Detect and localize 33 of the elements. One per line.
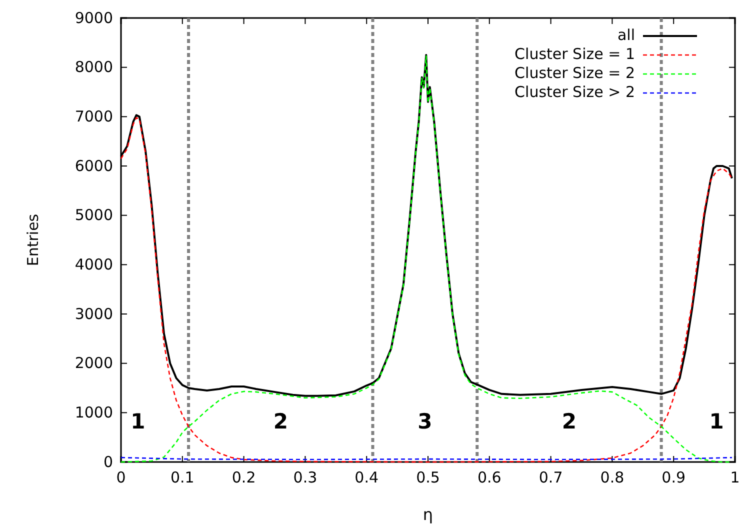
x-axis-title: η bbox=[422, 505, 434, 524]
line-series bbox=[120, 117, 733, 463]
y-tick-label: 8000 bbox=[74, 58, 113, 76]
y-tick-label: 3000 bbox=[74, 304, 113, 323]
annotation: 2 bbox=[562, 410, 577, 434]
legend-label: Cluster Size = 2 bbox=[514, 64, 635, 82]
y-tick-label: 9000 bbox=[74, 8, 113, 27]
x-tick-label: 0.2 bbox=[232, 468, 256, 487]
y-tick-label: 0 bbox=[103, 452, 113, 471]
x-tick-label: 0.1 bbox=[170, 468, 194, 487]
y-tick-label: 4000 bbox=[74, 255, 113, 274]
x-tick-label: 0.6 bbox=[477, 468, 502, 487]
y-tick-label: 7000 bbox=[74, 107, 113, 126]
annotation: 1 bbox=[709, 410, 724, 434]
legend-label: Cluster Size = 1 bbox=[514, 45, 635, 64]
y-axis-title: Entries bbox=[24, 214, 42, 266]
y-tick-label: 1000 bbox=[74, 403, 113, 422]
x-tick-label: 0.9 bbox=[662, 468, 686, 487]
y-tick-label: 6000 bbox=[74, 156, 113, 175]
x-tick-label: 0.4 bbox=[354, 468, 379, 487]
annotation: 3 bbox=[418, 410, 432, 434]
x-tick-label: 0.7 bbox=[538, 468, 563, 487]
x-tick-label: 1 bbox=[730, 468, 740, 487]
annotation: 1 bbox=[130, 410, 146, 434]
legend-label: Cluster Size > 2 bbox=[514, 83, 635, 102]
legend-label: all bbox=[617, 26, 635, 44]
y-tick-label: 2000 bbox=[74, 354, 113, 372]
annotation: 2 bbox=[273, 410, 288, 434]
x-tick-label: 0 bbox=[116, 468, 126, 487]
y-tick-label: 5000 bbox=[74, 206, 113, 224]
x-tick-label: 0.5 bbox=[416, 468, 440, 487]
x-tick-label: 0.8 bbox=[600, 468, 624, 487]
x-tick-label: 0.3 bbox=[293, 468, 318, 487]
